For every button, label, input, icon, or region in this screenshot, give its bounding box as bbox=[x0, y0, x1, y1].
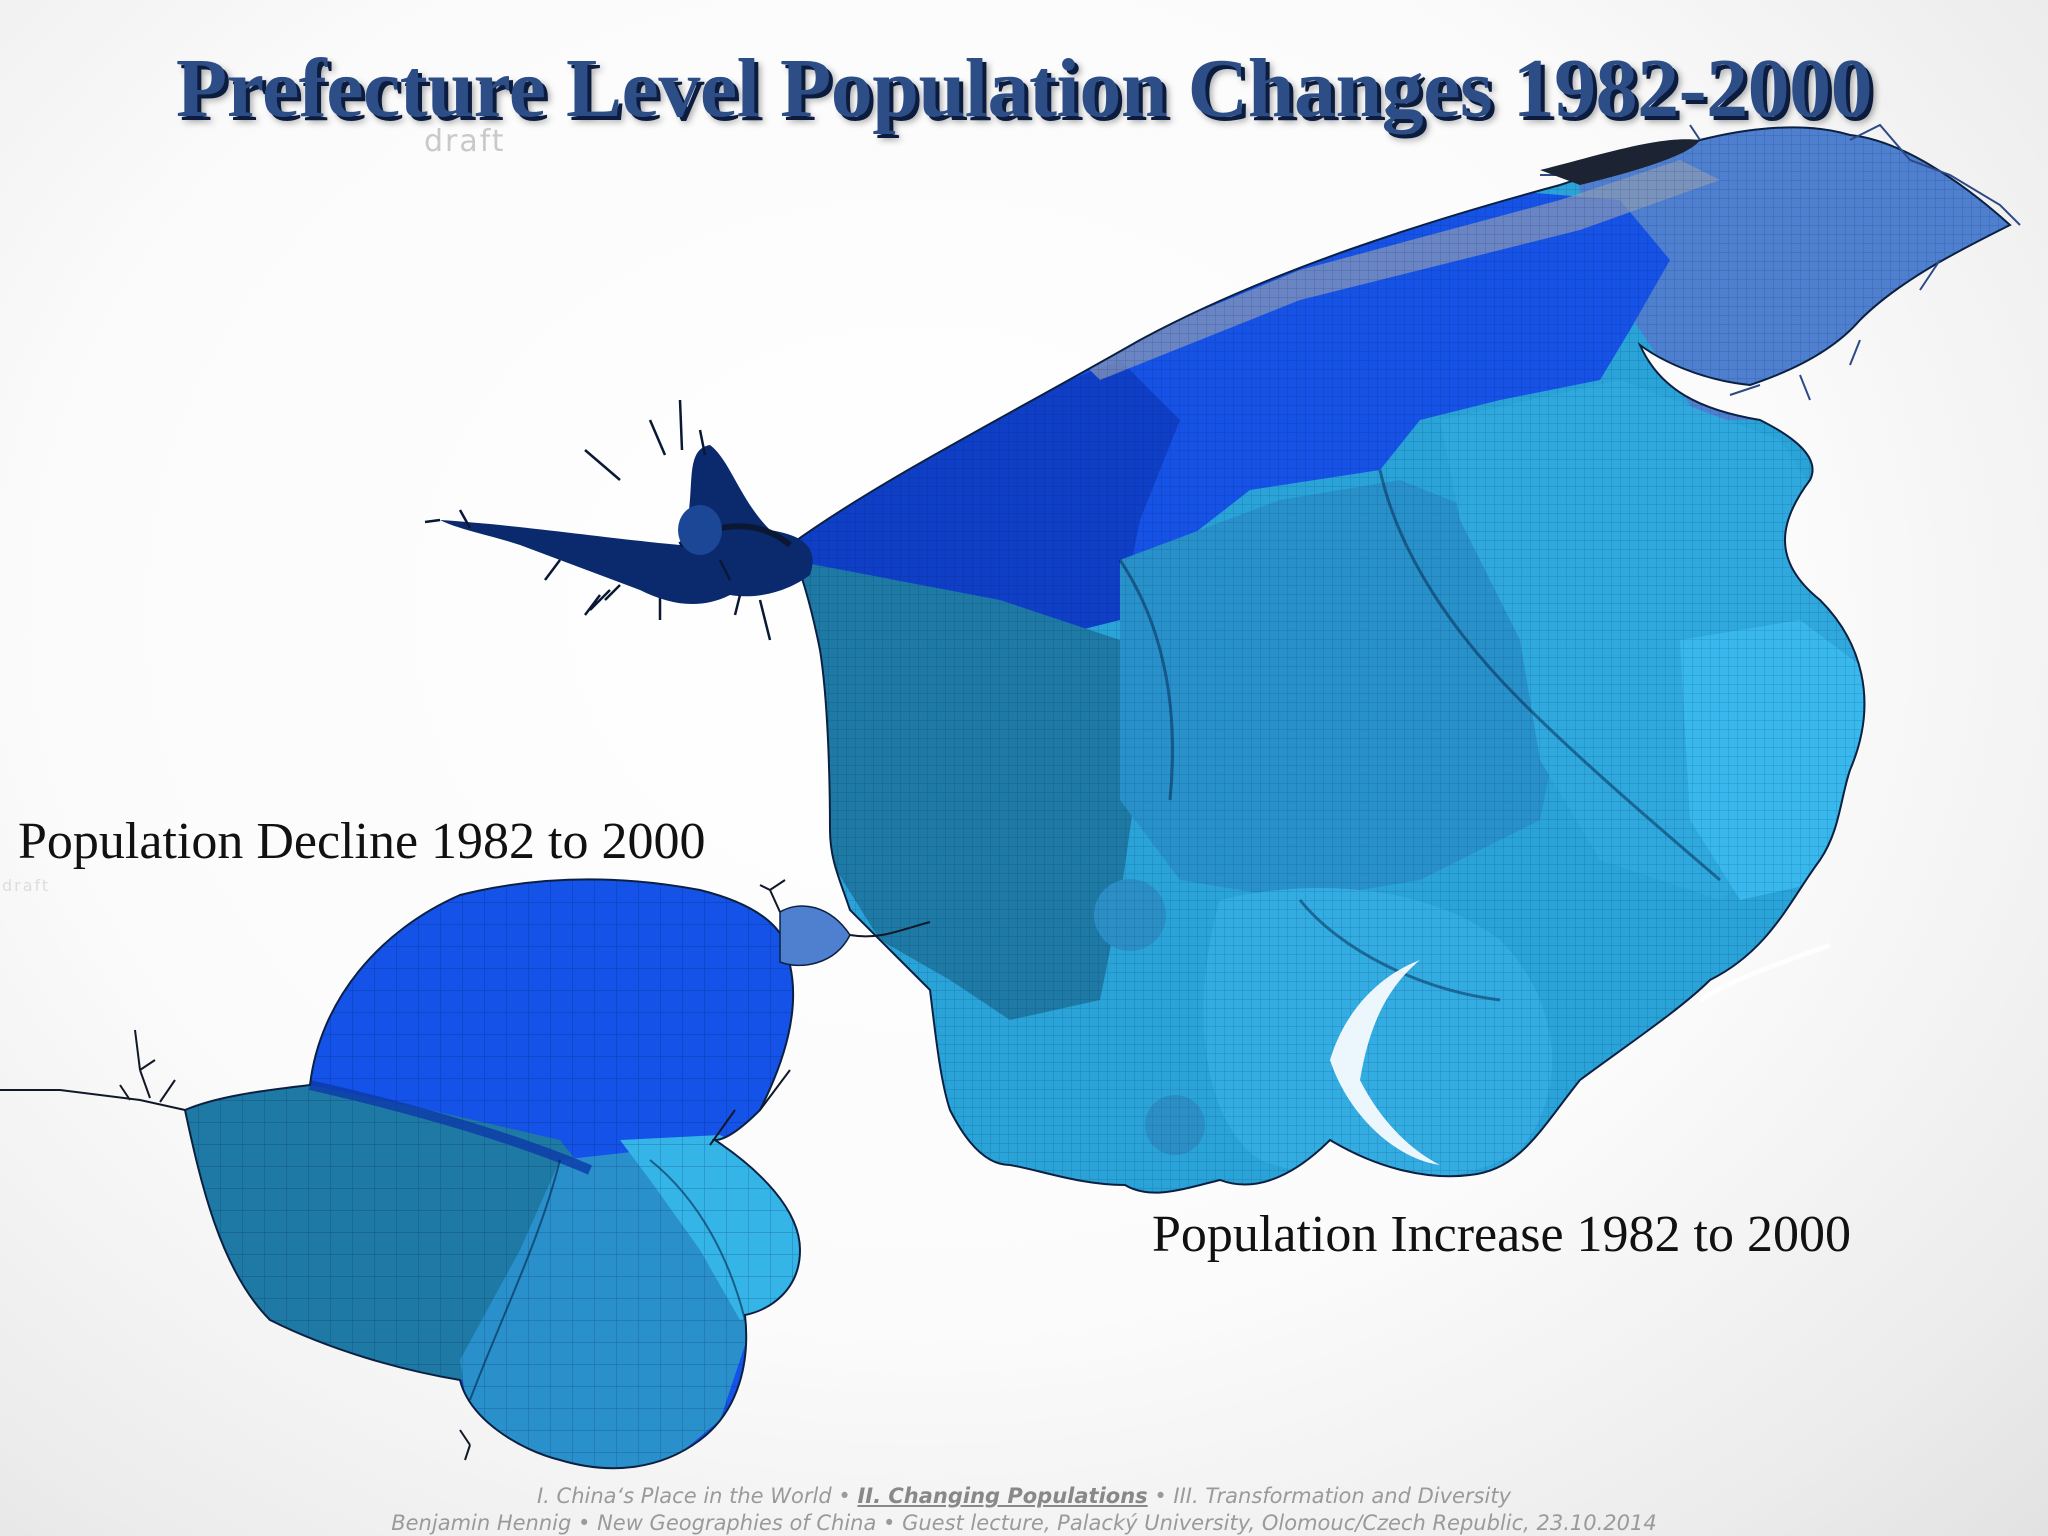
nav-section-1[interactable]: I. China‘s Place in the World • bbox=[536, 1484, 851, 1508]
nav-section-2-current[interactable]: II. Changing Populations bbox=[857, 1484, 1148, 1508]
decline-whiskers bbox=[0, 879, 931, 1461]
footer-navigation: I. China‘s Place in the World • II. Chan… bbox=[0, 1484, 2048, 1508]
nav-section-3[interactable]: • III. Transformation and Diversity bbox=[1154, 1484, 1511, 1508]
decline-label: Population Decline 1982 to 2000 bbox=[18, 813, 706, 870]
draft-watermark-small: draft bbox=[2, 876, 51, 895]
decline-cartogram bbox=[185, 879, 800, 1469]
increase-cartogram bbox=[790, 127, 2010, 1193]
west-spur bbox=[424, 399, 813, 641]
increase-label: Population Increase 1982 to 2000 bbox=[1152, 1206, 1851, 1263]
footer-credit: Benjamin Hennig • New Geographies of Chi… bbox=[391, 1511, 1657, 1535]
draft-watermark: draft bbox=[424, 124, 506, 159]
slide-title: Prefecture Level Population Changes 1982… bbox=[175, 42, 1873, 135]
